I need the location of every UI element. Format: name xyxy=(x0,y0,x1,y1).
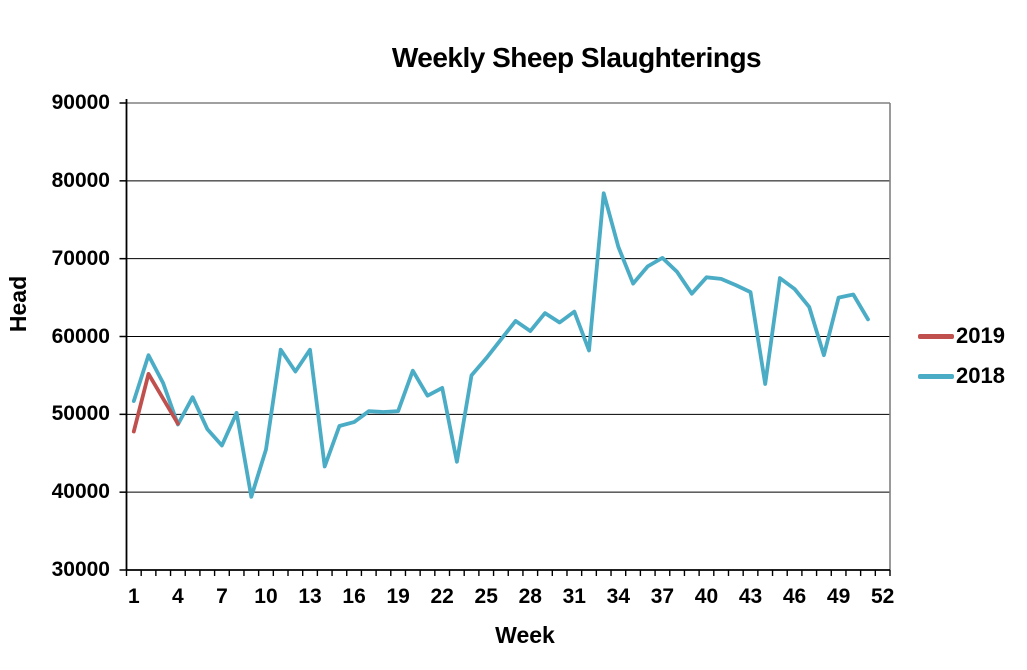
x-axis-title: Week xyxy=(495,622,555,648)
y-tick-label: 40000 xyxy=(51,480,110,504)
y-axis-title: Head xyxy=(5,275,31,333)
x-tick-label: 28 xyxy=(518,585,542,608)
x-tick-label: 52 xyxy=(870,585,895,608)
y-tick-label: 60000 xyxy=(51,324,110,348)
x-tick-label: 10 xyxy=(254,585,278,608)
x-tick-label: 40 xyxy=(694,585,719,608)
x-tick-label: 37 xyxy=(650,585,675,608)
x-tick-label: 19 xyxy=(386,585,410,608)
legend: 2019 2018 xyxy=(918,322,1005,402)
x-tick-label: 4 xyxy=(172,585,184,608)
x-tick-label: 31 xyxy=(562,585,586,608)
series-line-2019 xyxy=(131,371,180,434)
y-tick-label: 70000 xyxy=(51,246,110,270)
x-tick-label: 13 xyxy=(298,585,322,608)
legend-item-2019: 2019 xyxy=(918,322,1005,350)
x-tick-label: 34 xyxy=(606,585,631,608)
x-tick-label: 46 xyxy=(782,585,807,608)
y-tick-label: 90000 xyxy=(51,91,110,114)
legend-label-2019: 2019 xyxy=(956,323,1005,348)
x-tick-label: 49 xyxy=(826,585,851,608)
x-tick-label: 43 xyxy=(738,585,763,608)
legend-item-2018: 2018 xyxy=(918,362,1005,390)
series-line-2018 xyxy=(131,191,870,499)
legend-swatch-2019 xyxy=(918,333,954,339)
x-tick-label: 7 xyxy=(216,585,228,608)
x-tick-label: 22 xyxy=(430,585,454,608)
y-tick-label: 30000 xyxy=(51,558,110,581)
legend-label-2018: 2018 xyxy=(956,363,1005,388)
y-tick-label: 80000 xyxy=(51,168,110,192)
x-tick-label: 25 xyxy=(474,585,498,608)
y-tick-label: 50000 xyxy=(51,402,110,426)
chart-title: Weekly Sheep Slaughterings xyxy=(391,42,762,73)
x-tick-label: 1 xyxy=(127,585,140,608)
legend-swatch-2018 xyxy=(918,373,954,379)
x-tick-label: 16 xyxy=(342,585,366,608)
